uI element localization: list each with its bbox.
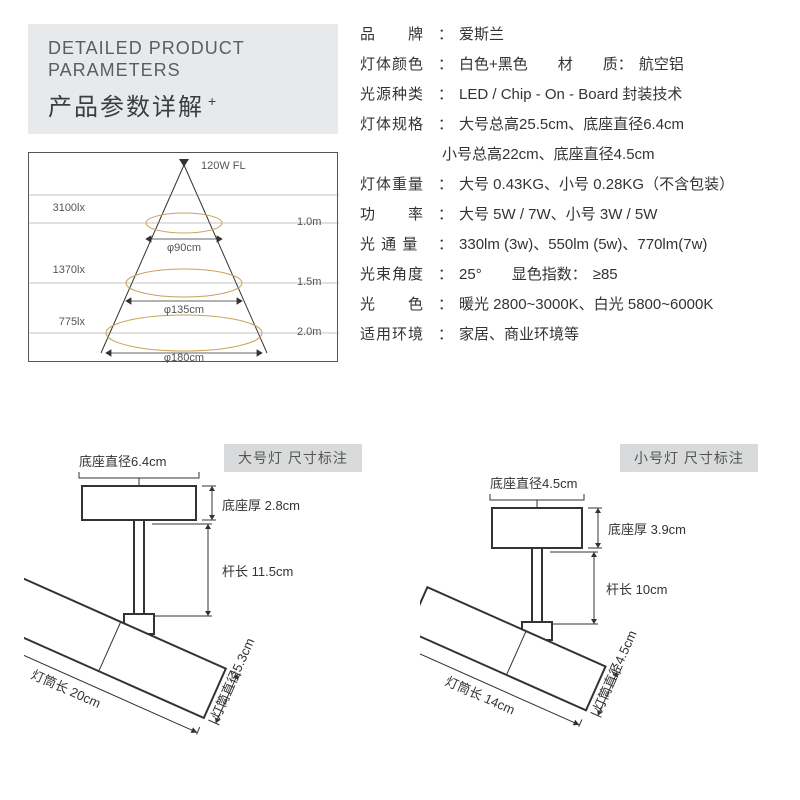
spec-row: 品 牌：爱斯兰 <box>360 20 780 50</box>
spec-value: 大号总高25.5cm、底座直径6.4cm <box>459 110 780 140</box>
spec-label: 光束角度 <box>360 260 438 290</box>
spec-value: 爱斯兰 <box>459 20 780 50</box>
spec-label: 灯体规格 <box>360 110 438 140</box>
light-cone-diagram: 120W FL 3100lx 1.0m φ90cm 1370lx 1.5m φ1… <box>28 152 338 362</box>
spec-label: 功 率 <box>360 200 438 230</box>
spec-row: 适用环境：家居、商业环境等 <box>360 320 780 350</box>
spec-label: 适用环境 <box>360 320 438 350</box>
small-tube-len: 灯筒长 14cm <box>443 674 517 718</box>
dim-large-svg: 底座直径6.4cm 底座厚 2.8cm 杆长 11.5cm 灯筒长 20cm 灯… <box>24 440 414 780</box>
cone-diam-1: φ135cm <box>164 304 204 316</box>
header-cn-text: 产品参数详解 <box>48 94 204 121</box>
spec-row: 灯体颜色：白色+黑色材 质：航空铝 <box>360 50 780 80</box>
spec-extra-value: ≥85 <box>593 266 618 283</box>
cone-dist-1: 1.5m <box>297 276 321 288</box>
spec-row: 灯体重量：大号 0.43KG、小号 0.28KG（不含包装） <box>360 170 780 200</box>
cone-dist-2: 2.0m <box>297 326 321 338</box>
dim-small-section: 小号灯 尺寸标注 底座直径4.5cm 底座厚 3.9cm 杆长 10cm 灯筒长… <box>420 440 800 780</box>
header-en-1: DETAILED PRODUCT <box>48 38 318 60</box>
spec-value: 小号总高22cm、底座直径4.5cm <box>442 140 780 170</box>
cone-dist-0: 1.0m <box>297 216 321 228</box>
spec-value: 大号 0.43KG、小号 0.28KG（不含包装） <box>459 170 780 200</box>
header-cn: 产品参数详解+ <box>48 87 318 122</box>
spec-extra-label: 显色指数 <box>512 266 572 283</box>
dim-small-svg: 底座直径4.5cm 底座厚 3.9cm 杆长 10cm 灯筒长 14cm 灯筒直… <box>420 440 800 780</box>
spec-row: 光 通 量：330lm (3w)、550lm (5w)、770lm(7w) <box>360 230 780 260</box>
large-base-thick: 底座厚 2.8cm <box>222 498 300 513</box>
spec-label: 品 牌 <box>360 20 438 50</box>
spec-row: 小号总高22cm、底座直径4.5cm <box>360 140 780 170</box>
cone-diam-0: φ90cm <box>167 242 201 254</box>
spec-table: 品 牌：爱斯兰灯体颜色：白色+黑色材 质：航空铝光源种类：LED / Chip … <box>360 20 780 350</box>
spec-value: 330lm (3w)、550lm (5w)、770lm(7w) <box>459 230 780 260</box>
spec-label: 光 色 <box>360 290 438 320</box>
large-pole-len: 杆长 11.5cm <box>222 564 293 579</box>
header-en-2: PARAMETERS <box>48 60 318 82</box>
spec-value: 暖光 2800~3000K、白光 5800~6000K <box>459 290 780 320</box>
large-tube-len: 灯筒长 20cm <box>29 667 103 711</box>
cone-top-label: 120W FL <box>201 160 246 172</box>
header-box: DETAILED PRODUCT PARAMETERS 产品参数详解+ <box>28 24 338 134</box>
large-base-diam: 底座直径6.4cm <box>79 454 166 469</box>
spec-row: 功 率：大号 5W / 7W、小号 3W / 5W <box>360 200 780 230</box>
cone-lux-1: 1370lx <box>53 264 86 276</box>
spec-extra-label: 材 质 <box>558 56 618 73</box>
spec-label: 灯体重量 <box>360 170 438 200</box>
plus-icon: + <box>208 93 218 109</box>
cone-lux-0: 3100lx <box>53 202 86 214</box>
small-base-diam: 底座直径4.5cm <box>490 476 577 491</box>
spec-row: 光 色：暖光 2800~3000K、白光 5800~6000K <box>360 290 780 320</box>
spec-value: 家居、商业环境等 <box>459 320 780 350</box>
spec-value: 25°显色指数：≥85 <box>459 260 780 290</box>
spec-value: 大号 5W / 7W、小号 3W / 5W <box>459 200 780 230</box>
spec-label: 光 通 量 <box>360 230 438 260</box>
cone-diam-2: φ180cm <box>164 352 204 363</box>
spec-label: 光源种类 <box>360 80 438 110</box>
spec-row: 灯体规格：大号总高25.5cm、底座直径6.4cm <box>360 110 780 140</box>
cone-lux-2: 775lx <box>59 316 86 328</box>
spec-extra-value: 航空铝 <box>639 56 684 73</box>
small-pole-len: 杆长 10cm <box>606 582 667 597</box>
spec-value: 白色+黑色材 质：航空铝 <box>459 50 780 80</box>
dim-large-section: 大号灯 尺寸标注 底座直径6.4cm 底座厚 2.8cm 杆长 11.5cm 灯… <box>24 440 414 780</box>
cone-svg: 120W FL 3100lx 1.0m φ90cm 1370lx 1.5m φ1… <box>29 153 339 363</box>
spec-label: 灯体颜色 <box>360 50 438 80</box>
small-base-thick: 底座厚 3.9cm <box>608 522 686 537</box>
spec-value: LED / Chip - On - Board 封装技术 <box>459 80 780 110</box>
spec-row: 光束角度：25°显色指数：≥85 <box>360 260 780 290</box>
spec-row: 光源种类：LED / Chip - On - Board 封装技术 <box>360 80 780 110</box>
